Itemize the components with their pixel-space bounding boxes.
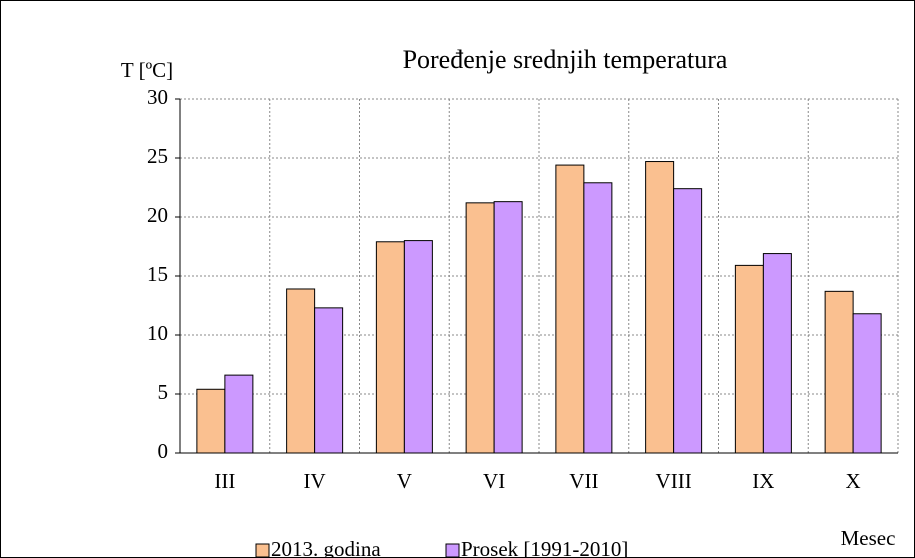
bar xyxy=(555,164,585,454)
y-tick-label: 10 xyxy=(147,321,168,345)
x-axis-label: Mesec xyxy=(841,526,896,550)
y-tick-label: 5 xyxy=(158,380,169,404)
bar xyxy=(645,161,675,454)
bar xyxy=(196,388,226,454)
bar xyxy=(673,188,703,454)
x-tick-label: VI xyxy=(483,469,505,493)
bar xyxy=(286,288,316,454)
bar xyxy=(762,253,792,454)
y-tick-label: 20 xyxy=(147,203,168,227)
bar xyxy=(493,201,523,454)
legend-swatch xyxy=(255,543,270,558)
bar xyxy=(852,313,882,454)
x-tick-label: IV xyxy=(304,469,326,493)
x-tick-label: VIII xyxy=(656,469,692,493)
y-tick-label: 15 xyxy=(147,262,168,286)
bar xyxy=(224,374,254,454)
x-tick-label: X xyxy=(846,469,861,493)
y-axis-label: T [ºC] xyxy=(121,58,173,82)
y-tick-label: 25 xyxy=(147,144,168,168)
bar xyxy=(403,240,433,454)
bar xyxy=(465,202,495,454)
bar xyxy=(583,182,613,454)
x-tick-label: IX xyxy=(752,469,774,493)
legend-swatch xyxy=(445,543,460,558)
legend-label: 2013. godina xyxy=(271,537,381,558)
x-tick-label: III xyxy=(214,469,235,493)
bar xyxy=(824,290,854,454)
x-tick-label: VII xyxy=(569,469,598,493)
y-tick-label: 30 xyxy=(147,85,168,109)
chart-title: Poređenje srednjih temperatura xyxy=(403,45,728,74)
x-tick-label: V xyxy=(397,469,412,493)
bar xyxy=(734,264,764,454)
bar xyxy=(314,307,344,454)
bar xyxy=(375,241,405,454)
y-tick-label: 0 xyxy=(158,439,169,463)
legend-label: Prosek [1991-2010] xyxy=(461,537,628,558)
